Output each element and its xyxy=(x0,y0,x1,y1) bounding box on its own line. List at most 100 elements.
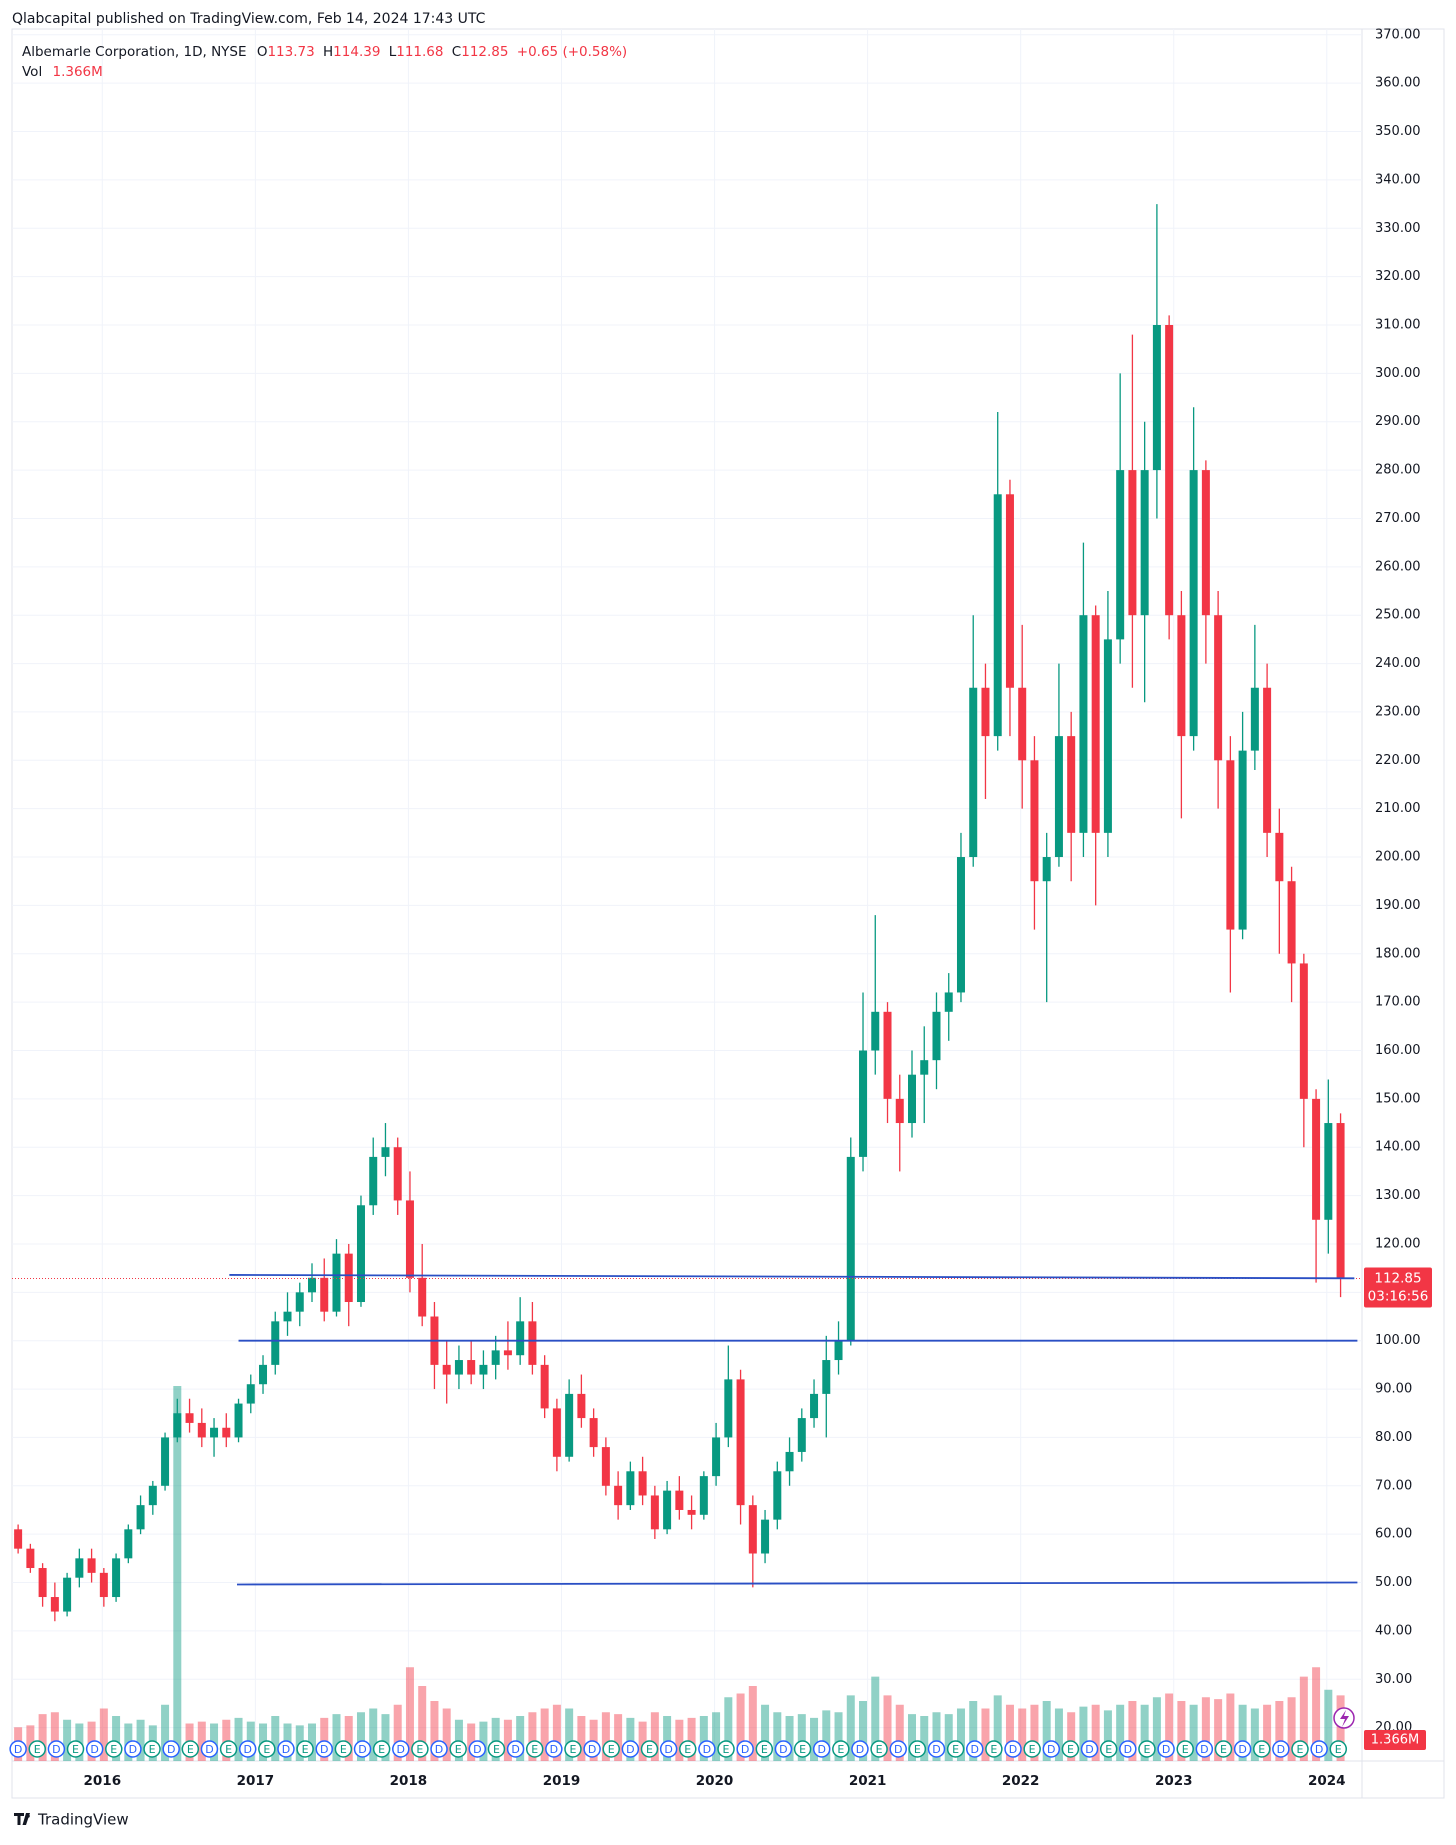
volume-bar xyxy=(442,1708,451,1761)
event-badge xyxy=(296,1740,314,1758)
candle-body xyxy=(173,1413,182,1438)
candle-body xyxy=(1054,736,1063,858)
event-badge xyxy=(47,1740,66,1758)
event-badge xyxy=(946,1740,965,1758)
event-label: D xyxy=(1124,1743,1132,1756)
logo-glyph xyxy=(14,1813,30,1825)
event-label: E xyxy=(187,1743,194,1756)
volume-bar xyxy=(479,1721,488,1761)
event-label: E xyxy=(455,1743,462,1756)
volume-bar xyxy=(871,1676,880,1761)
event-badge xyxy=(1119,1740,1137,1758)
event-badge xyxy=(1080,1740,1099,1758)
candle-body xyxy=(748,1505,757,1554)
volume-bar xyxy=(565,1708,574,1761)
candle-body xyxy=(1079,615,1088,833)
volume-bar xyxy=(1128,1701,1137,1761)
y-tick-label: 130.00 xyxy=(1375,1188,1421,1203)
volume-bar xyxy=(38,1714,47,1761)
y-tick-label: 260.00 xyxy=(1375,559,1421,574)
volume-bar xyxy=(724,1697,733,1761)
event-label: E xyxy=(1182,1743,1189,1756)
y-tick-label: 210.00 xyxy=(1375,801,1421,816)
event-label: E xyxy=(302,1743,309,1756)
candle-body xyxy=(63,1577,72,1612)
event-badge xyxy=(1176,1740,1194,1758)
legend-l: L xyxy=(389,44,397,60)
event-label: D xyxy=(1200,1743,1208,1756)
candle-body xyxy=(528,1321,537,1365)
candle-body xyxy=(405,1200,414,1278)
candle-body xyxy=(712,1437,721,1477)
event-label: D xyxy=(52,1743,60,1756)
countdown: 03:16:56 xyxy=(1368,1289,1429,1305)
candle-body xyxy=(883,1011,892,1099)
candle-body xyxy=(503,1350,512,1356)
candle-body xyxy=(50,1597,59,1612)
event-label: D xyxy=(1085,1743,1093,1756)
volume-bar xyxy=(846,1695,855,1761)
candle-body xyxy=(1067,736,1076,833)
horizontal-line xyxy=(229,1274,1355,1280)
volume-bar xyxy=(895,1704,904,1761)
candle-body xyxy=(210,1427,219,1438)
candle-body xyxy=(589,1418,598,1448)
candle-body xyxy=(1263,687,1272,833)
volume-bar xyxy=(393,1704,402,1761)
candle-body xyxy=(993,494,1002,737)
y-tick-label: 360.00 xyxy=(1375,76,1421,91)
volume-bar xyxy=(369,1708,378,1761)
event-badge xyxy=(334,1740,353,1758)
volume-bar xyxy=(552,1704,561,1761)
event-label: D xyxy=(971,1743,979,1756)
event-label: D xyxy=(1315,1743,1323,1756)
candle-body xyxy=(393,1147,402,1201)
event-badge xyxy=(812,1740,831,1758)
volume-bar xyxy=(761,1704,770,1761)
volume-bar xyxy=(675,1719,684,1761)
y-tick-label: 310.00 xyxy=(1375,318,1421,333)
event-badge xyxy=(449,1740,467,1758)
volume-bar xyxy=(344,1716,353,1761)
y-tick-label: 30.00 xyxy=(1375,1672,1412,1687)
volume-bar xyxy=(1018,1708,1027,1761)
event-label: D xyxy=(1277,1743,1285,1756)
event-label: E xyxy=(1143,1743,1150,1756)
volume-bar xyxy=(1214,1699,1223,1761)
candle-body xyxy=(663,1490,672,1530)
volume-bar xyxy=(136,1719,145,1761)
candle-body xyxy=(234,1403,243,1438)
candle-body xyxy=(565,1393,574,1457)
event-badge xyxy=(640,1740,659,1758)
candle-body xyxy=(454,1360,463,1375)
x-tick-label: 2020 xyxy=(696,1773,734,1789)
candle-body xyxy=(1312,1098,1321,1220)
event-label: E xyxy=(340,1743,347,1756)
volume-bar xyxy=(1152,1697,1161,1761)
candle-body xyxy=(724,1379,733,1438)
candle-body xyxy=(1128,470,1137,616)
event-badge xyxy=(1042,1740,1061,1758)
volume-bar xyxy=(63,1719,72,1761)
volume-bar xyxy=(638,1721,647,1761)
y-tick-label: 220.00 xyxy=(1375,753,1421,768)
legend-close: 112.85 xyxy=(461,44,508,60)
y-tick-label: 340.00 xyxy=(1375,172,1421,187)
volume-bar xyxy=(161,1704,170,1761)
event-badge xyxy=(392,1740,410,1758)
candle-body xyxy=(626,1471,635,1506)
event-label: E xyxy=(608,1743,615,1756)
volume-bar xyxy=(1287,1697,1296,1761)
y-tick-label: 70.00 xyxy=(1375,1478,1412,1493)
event-badge xyxy=(755,1740,774,1758)
volume-price-label: 1.366M xyxy=(1371,1733,1419,1748)
event-badge xyxy=(181,1740,200,1758)
event-label: D xyxy=(817,1743,825,1756)
volume-bar xyxy=(1189,1704,1198,1761)
event-badge xyxy=(583,1740,601,1758)
y-tick-label: 190.00 xyxy=(1375,898,1421,913)
event-label: E xyxy=(837,1743,844,1756)
volume-bar xyxy=(601,1712,610,1761)
event-label: E xyxy=(1067,1743,1074,1756)
event-badge xyxy=(602,1740,620,1758)
